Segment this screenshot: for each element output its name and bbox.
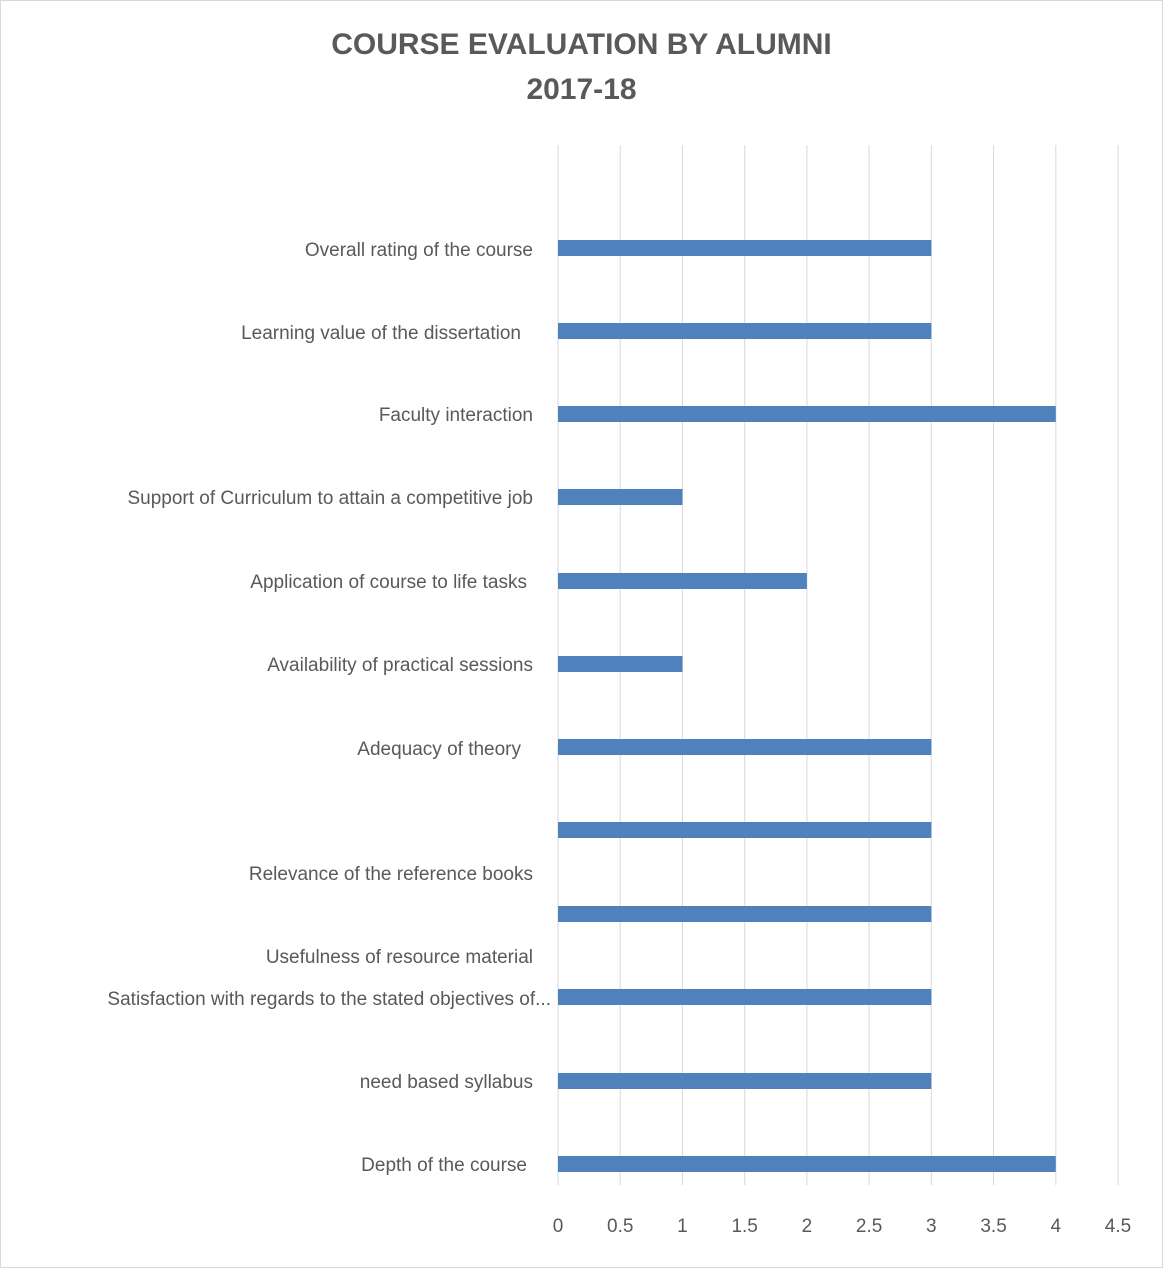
bars [558, 240, 1056, 1172]
category-label-8: Usefulness of resource material [266, 947, 533, 968]
category-label-10: need based syllabus [360, 1072, 533, 1093]
x-tick-label-3: 1.5 [731, 1216, 757, 1237]
x-tick-label-4: 2 [802, 1216, 813, 1237]
x-tick-label-2: 1 [677, 1216, 688, 1237]
bar-11 [558, 1156, 1056, 1172]
category-labels: Overall rating of the course Learning val… [107, 240, 551, 1176]
x-tick-label-8: 4 [1050, 1216, 1061, 1237]
category-label-11: Depth of the course [361, 1155, 527, 1176]
category-label-5: Availability of practical sessions [267, 655, 533, 676]
category-label-0: Overall rating of the course [305, 240, 533, 261]
x-tick-label-7: 3.5 [980, 1216, 1006, 1237]
bar-7 [558, 822, 932, 838]
category-label-7: Relevance of the reference books [249, 864, 533, 885]
bar-4 [558, 573, 807, 589]
bar-9 [558, 989, 932, 1005]
category-label-6: Adequacy of theory [357, 739, 521, 760]
chart-title: COURSE EVALUATION BY ALUMNI [331, 28, 832, 61]
bar-8 [558, 906, 932, 922]
bar-1 [558, 323, 932, 339]
chart-subtitle: 2017-18 [526, 73, 637, 106]
x-tick-label-1: 0.5 [607, 1216, 633, 1237]
x-tick-label-6: 3 [926, 1216, 937, 1237]
x-tick-label-9: 4.5 [1105, 1216, 1131, 1237]
category-label-4: Application of course to life tasks [250, 572, 527, 593]
bar-5 [558, 656, 683, 672]
bar-0 [558, 240, 932, 256]
bar-6 [558, 739, 932, 755]
bar-2 [558, 406, 1056, 422]
category-label-2: Faculty interaction [379, 405, 533, 426]
x-tick-label-5: 2.5 [856, 1216, 882, 1237]
category-label-1: Learning value of the dissertation [241, 323, 521, 344]
x-tick-label-0: 0 [553, 1216, 564, 1237]
bar-10 [558, 1073, 932, 1089]
category-label-9: Satisfaction with regards to the stated … [107, 989, 551, 1010]
bar-3 [558, 489, 683, 505]
category-label-3: Support of Curriculum to attain a compet… [127, 488, 533, 509]
x-tick-labels: 0 0.5 1 1.5 2 2.5 3 3.5 4 4.5 [553, 1216, 1132, 1237]
